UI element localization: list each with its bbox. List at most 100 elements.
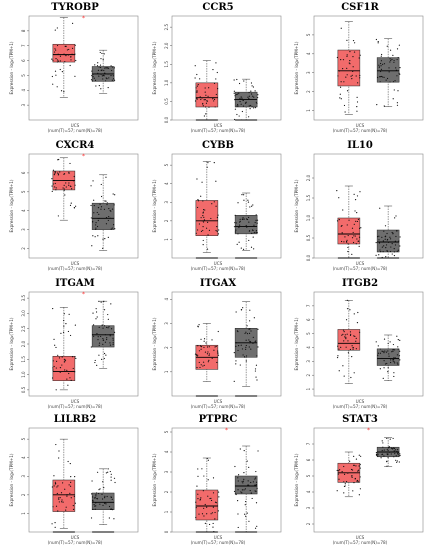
chart-title: CYBB (201, 140, 234, 151)
data-point (217, 88, 219, 90)
box-iqr (195, 200, 219, 236)
data-point (392, 343, 395, 346)
data-point (352, 490, 354, 492)
data-point (237, 480, 239, 482)
y-tick-label: 6 (21, 171, 26, 174)
data-point (107, 327, 109, 329)
boxplot-svg: Expression - log₂(TPM+1) 1 2 3 4 5 6 7 (294, 291, 424, 397)
data-point (255, 364, 258, 366)
data-point (217, 330, 219, 333)
data-point (207, 162, 209, 164)
chart-title: CSF1R (341, 2, 379, 13)
data-point (58, 457, 60, 459)
data-point (102, 78, 104, 80)
data-point (375, 341, 377, 343)
data-point (248, 239, 250, 242)
data-point (72, 180, 75, 182)
data-point (197, 475, 199, 477)
data-point (94, 505, 96, 507)
data-point (350, 468, 353, 471)
data-point (56, 61, 59, 63)
data-point (55, 74, 57, 76)
data-point (63, 188, 65, 190)
data-point (387, 370, 389, 373)
data-point (64, 359, 66, 362)
data-point (339, 97, 341, 99)
data-point (102, 247, 104, 250)
data-point (196, 91, 198, 93)
data-point (97, 72, 99, 74)
data-point (202, 221, 205, 223)
data-point (108, 517, 110, 519)
y-tick-label: 0.0 (306, 254, 311, 261)
data-point (385, 351, 388, 353)
data-point (391, 243, 393, 245)
data-point (90, 517, 93, 519)
data-point (399, 245, 401, 247)
data-point (240, 247, 242, 249)
data-point (200, 217, 202, 219)
data-point (67, 460, 69, 463)
data-point (217, 233, 220, 235)
data-point (91, 480, 93, 482)
data-point (57, 159, 59, 161)
data-point (56, 492, 58, 495)
data-point (384, 238, 386, 240)
data-point (248, 91, 250, 94)
data-point (348, 219, 350, 221)
plot-frame (171, 153, 282, 259)
data-point (351, 475, 353, 477)
data-point (72, 22, 74, 24)
data-point (392, 360, 394, 362)
data-point (109, 470, 111, 473)
data-point (248, 230, 251, 232)
y-tick-label: 8 (21, 29, 26, 32)
data-point (341, 334, 343, 336)
data-point (399, 73, 401, 75)
sample-count-note: (num(T)=57; num(N)=78) (47, 404, 103, 409)
data-point (357, 311, 359, 314)
data-point (208, 354, 210, 357)
boxplot-svg: Expression - log₂(TPM+1) 2 3 4 5 6 * (9, 153, 139, 259)
data-point (63, 189, 65, 192)
data-point (385, 244, 388, 246)
data-point (249, 489, 251, 492)
data-point (234, 231, 237, 233)
data-point (105, 503, 107, 505)
data-point (54, 48, 56, 50)
data-point (393, 450, 395, 452)
data-point (346, 299, 348, 301)
data-point (245, 360, 247, 362)
chart-panel-ccr5: CCR5 Expression - log₂(TPM+1) 0.0 0.5 1.0 1.5… (148, 2, 288, 138)
box-normal (233, 445, 259, 533)
data-point (203, 216, 205, 218)
y-tick-label: 1 (306, 109, 311, 112)
data-point (99, 64, 102, 66)
data-point (68, 484, 70, 486)
data-point (55, 346, 57, 349)
data-point (93, 335, 95, 337)
y-tick-label: 3.5 (21, 294, 26, 301)
data-point (52, 506, 54, 508)
y-tick-label: 2 (21, 493, 26, 496)
data-point (233, 90, 235, 92)
data-point (101, 498, 104, 500)
sample-count-note: (num(T)=57; num(N)=78) (332, 540, 388, 545)
data-point (237, 513, 239, 515)
data-point (239, 364, 241, 366)
data-point (90, 204, 92, 207)
data-point (113, 518, 115, 520)
data-point (234, 222, 236, 224)
data-point (255, 340, 257, 342)
x-axis-caption: UCS (num(T)=57; num(N)=78) (5, 123, 145, 133)
data-point (198, 513, 200, 515)
data-point (54, 171, 56, 173)
data-point (238, 82, 241, 85)
box-tumor (336, 185, 362, 259)
data-point (57, 60, 60, 62)
data-point (70, 59, 72, 61)
data-point (342, 329, 345, 331)
data-point (203, 99, 205, 101)
data-point (214, 106, 216, 108)
